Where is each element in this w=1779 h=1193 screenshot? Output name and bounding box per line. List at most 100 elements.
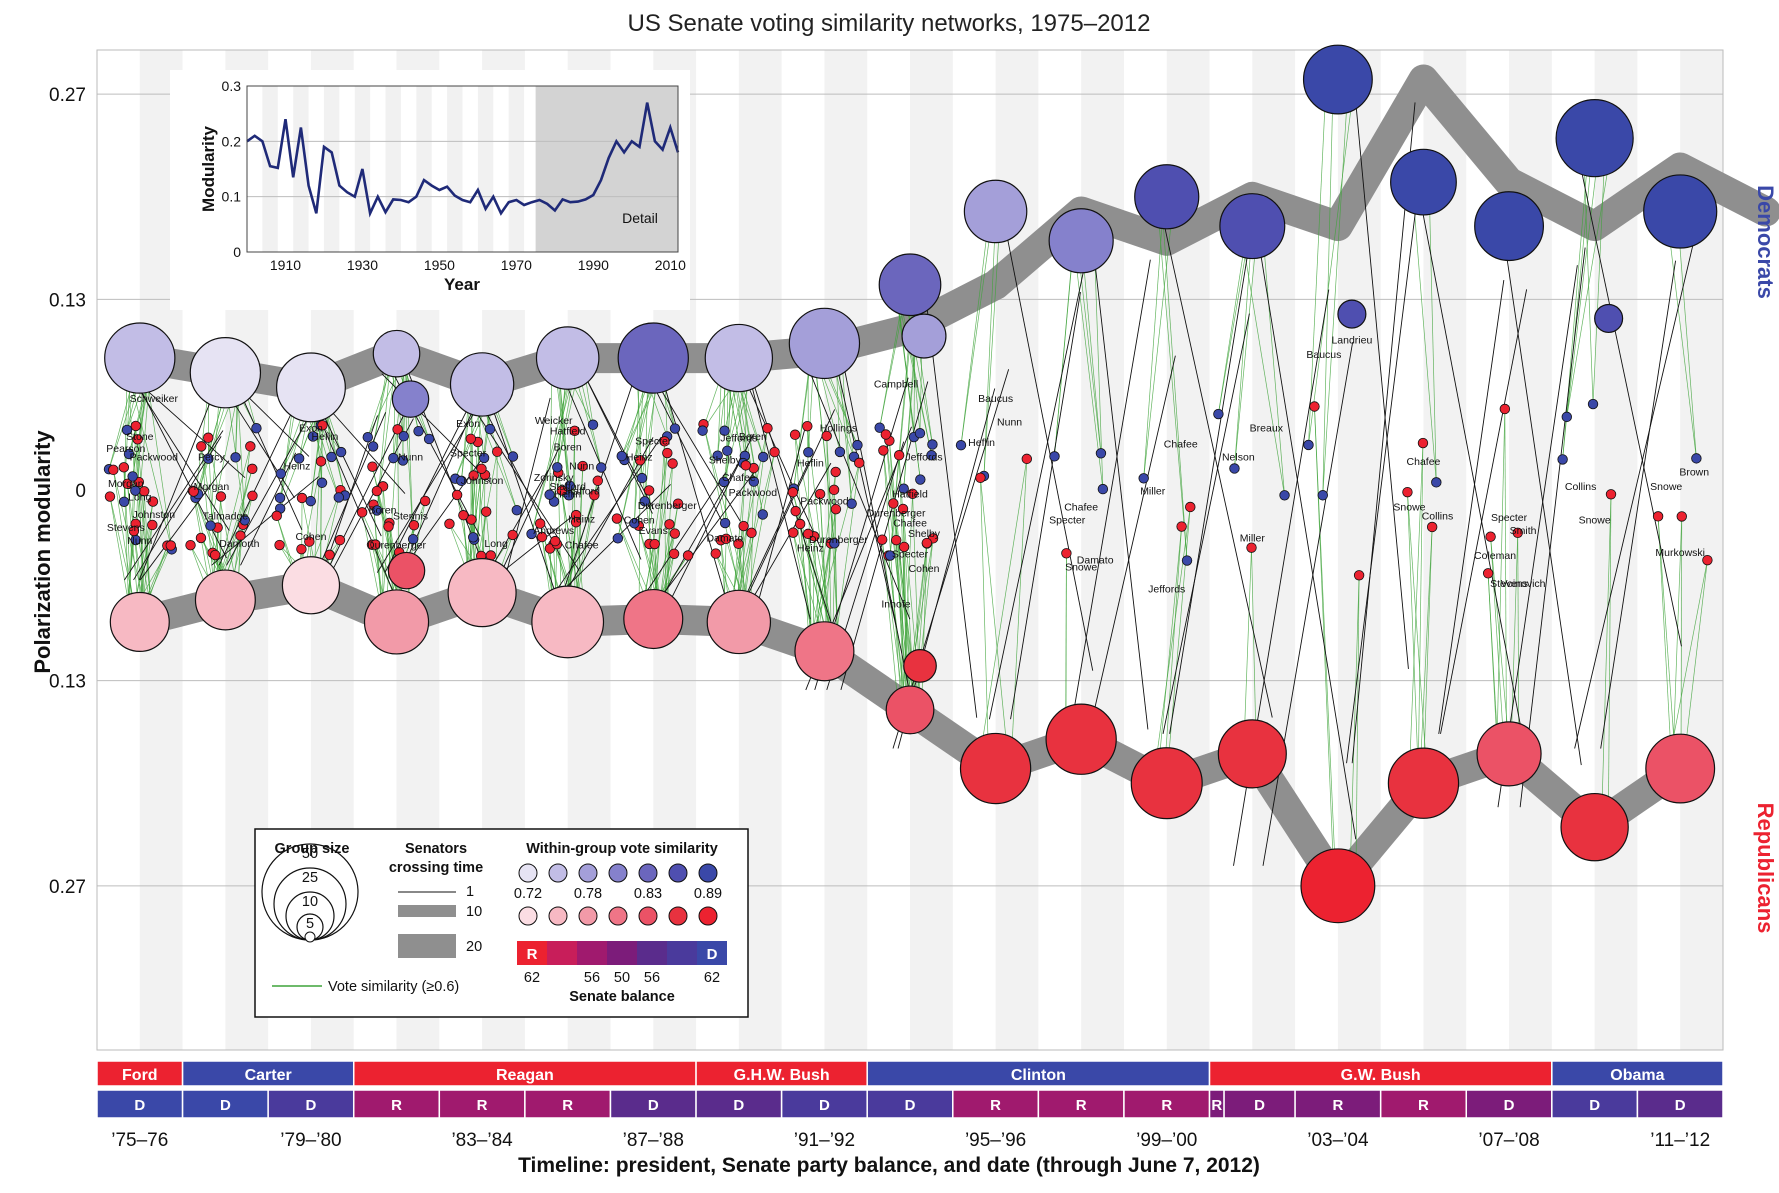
democrat-senator-dot	[251, 423, 262, 434]
democrat-senator-dot	[1431, 477, 1442, 488]
republican-senator-dot	[643, 485, 655, 496]
senator-label: Miller	[1240, 532, 1266, 544]
democrat-group-circle	[1337, 299, 1367, 329]
republican-senator-dot	[476, 463, 487, 474]
legend-rep-swatch	[698, 906, 718, 926]
similarity-edge	[1582, 138, 1594, 405]
similarity-edge	[1093, 240, 1104, 490]
democrat-senator-dot	[712, 450, 723, 461]
republican-group-circle	[1217, 719, 1287, 789]
republican-senator-dot	[814, 488, 826, 500]
senator-label: Chafee	[1164, 438, 1198, 450]
legend-balance-tick: 56	[644, 970, 660, 986]
senator-label: Snowe	[1579, 515, 1611, 527]
similarity-edge	[810, 471, 837, 652]
similarity-edge	[1666, 211, 1697, 459]
similarity-edge	[905, 538, 934, 710]
senator-label: Hollings	[820, 422, 857, 434]
legend-balance-tick: 62	[704, 970, 720, 986]
republican-group-circle	[1560, 792, 1629, 862]
republican-group-circle	[903, 649, 937, 683]
crossing-arrow	[1064, 259, 1151, 764]
democrat-group-circle	[1134, 164, 1200, 230]
democrat-senator-dot	[367, 441, 379, 452]
balance-cell	[866, 1089, 954, 1119]
crossing-arrow	[661, 377, 731, 612]
balance-label: D	[648, 1097, 659, 1114]
legend-balance-title: Senate balance	[569, 989, 675, 1005]
senator-label: Smith	[1510, 525, 1537, 537]
republican-senator-dot	[1485, 531, 1496, 542]
date-label: ’11–’12	[1650, 1130, 1710, 1151]
senator-label: Exon	[456, 418, 480, 430]
senator-label: Collins	[1565, 481, 1597, 493]
legend-dem-swatch	[668, 863, 688, 883]
president-name: Ford	[122, 1067, 158, 1084]
crossing-arrow	[749, 377, 811, 620]
republican-senator-dot	[1676, 511, 1687, 522]
similarity-edge	[1010, 458, 1028, 769]
republican-senator-dot	[444, 518, 455, 530]
similarity-edge	[1562, 138, 1590, 460]
similarity-edge	[1592, 138, 1606, 405]
chart-title: US Senate voting similarity networks, 19…	[628, 10, 1151, 37]
senator-label: Specter	[892, 548, 929, 560]
similarity-edge	[983, 211, 997, 476]
republican-senator-dot	[492, 446, 503, 457]
democrat-senator-dot	[1229, 463, 1240, 474]
democrat-group-circle	[963, 179, 1028, 244]
crossing-arrow	[1169, 209, 1256, 734]
y-tick-label: 0.13	[49, 672, 86, 693]
legend-dem-swatch	[638, 863, 658, 883]
democrat-senator-dot	[205, 520, 216, 531]
senator-label: Boren	[369, 504, 397, 516]
date-label: ’07–’08	[1478, 1130, 1539, 1151]
republican-senator-dot	[667, 458, 678, 469]
republican-senator-dot	[1176, 521, 1187, 532]
republican-senator-dot	[185, 539, 196, 551]
democrat-senator-dot	[307, 431, 319, 442]
balance-label: R	[990, 1097, 1001, 1114]
similarity-edge	[1234, 226, 1253, 469]
inset-x-tick: 1950	[424, 257, 455, 273]
y-axis-label: Polarization modularity	[30, 430, 55, 674]
republican-senator-dot	[762, 423, 773, 434]
republican-senator-dot	[821, 430, 832, 442]
democrat-senator-dot	[1691, 453, 1702, 464]
republican-senator-dot	[898, 541, 910, 553]
similarity-edge	[1073, 240, 1104, 490]
republican-senator-dot	[534, 518, 546, 529]
inset-detail-label: Detail	[622, 210, 658, 226]
republican-senator-dot	[738, 520, 749, 532]
republican-group-circle	[281, 556, 341, 615]
republican-senator-dot	[1512, 527, 1523, 539]
republican-senator-dot	[1605, 489, 1617, 500]
republican-senator-dot	[128, 525, 140, 537]
similarity-edge	[1355, 575, 1360, 886]
crossing-arrow	[327, 407, 406, 494]
democrat-senator-dot	[511, 505, 523, 516]
balance-label: D	[733, 1097, 744, 1114]
democrat-senator-dot	[130, 485, 141, 496]
republican-senator-dot	[209, 549, 221, 561]
legend-rep-swatch	[578, 906, 598, 926]
balance-label: R	[1076, 1097, 1087, 1114]
crossing-arrow	[1010, 291, 1081, 720]
republican-group-circle	[706, 589, 772, 655]
democrat-senator-dot	[316, 477, 328, 488]
balance-label: R	[1211, 1097, 1222, 1114]
democrat-senator-dot	[748, 476, 760, 487]
democrat-senator-dot	[333, 492, 344, 503]
senator-label: Shelby	[709, 455, 742, 467]
balance-label: D	[306, 1097, 317, 1114]
republican-senator-dot	[108, 464, 119, 476]
senator-label: Percy	[198, 452, 226, 464]
republican-senator-dot	[367, 461, 378, 472]
senator-label: Snowe	[1065, 562, 1097, 574]
republican-senator-dot	[888, 498, 899, 509]
democrat-senator-dot	[423, 433, 435, 445]
democrat-senator-dot	[362, 431, 373, 443]
inset-modularity-line	[246, 102, 680, 218]
senator-label: Andrews	[533, 525, 574, 537]
